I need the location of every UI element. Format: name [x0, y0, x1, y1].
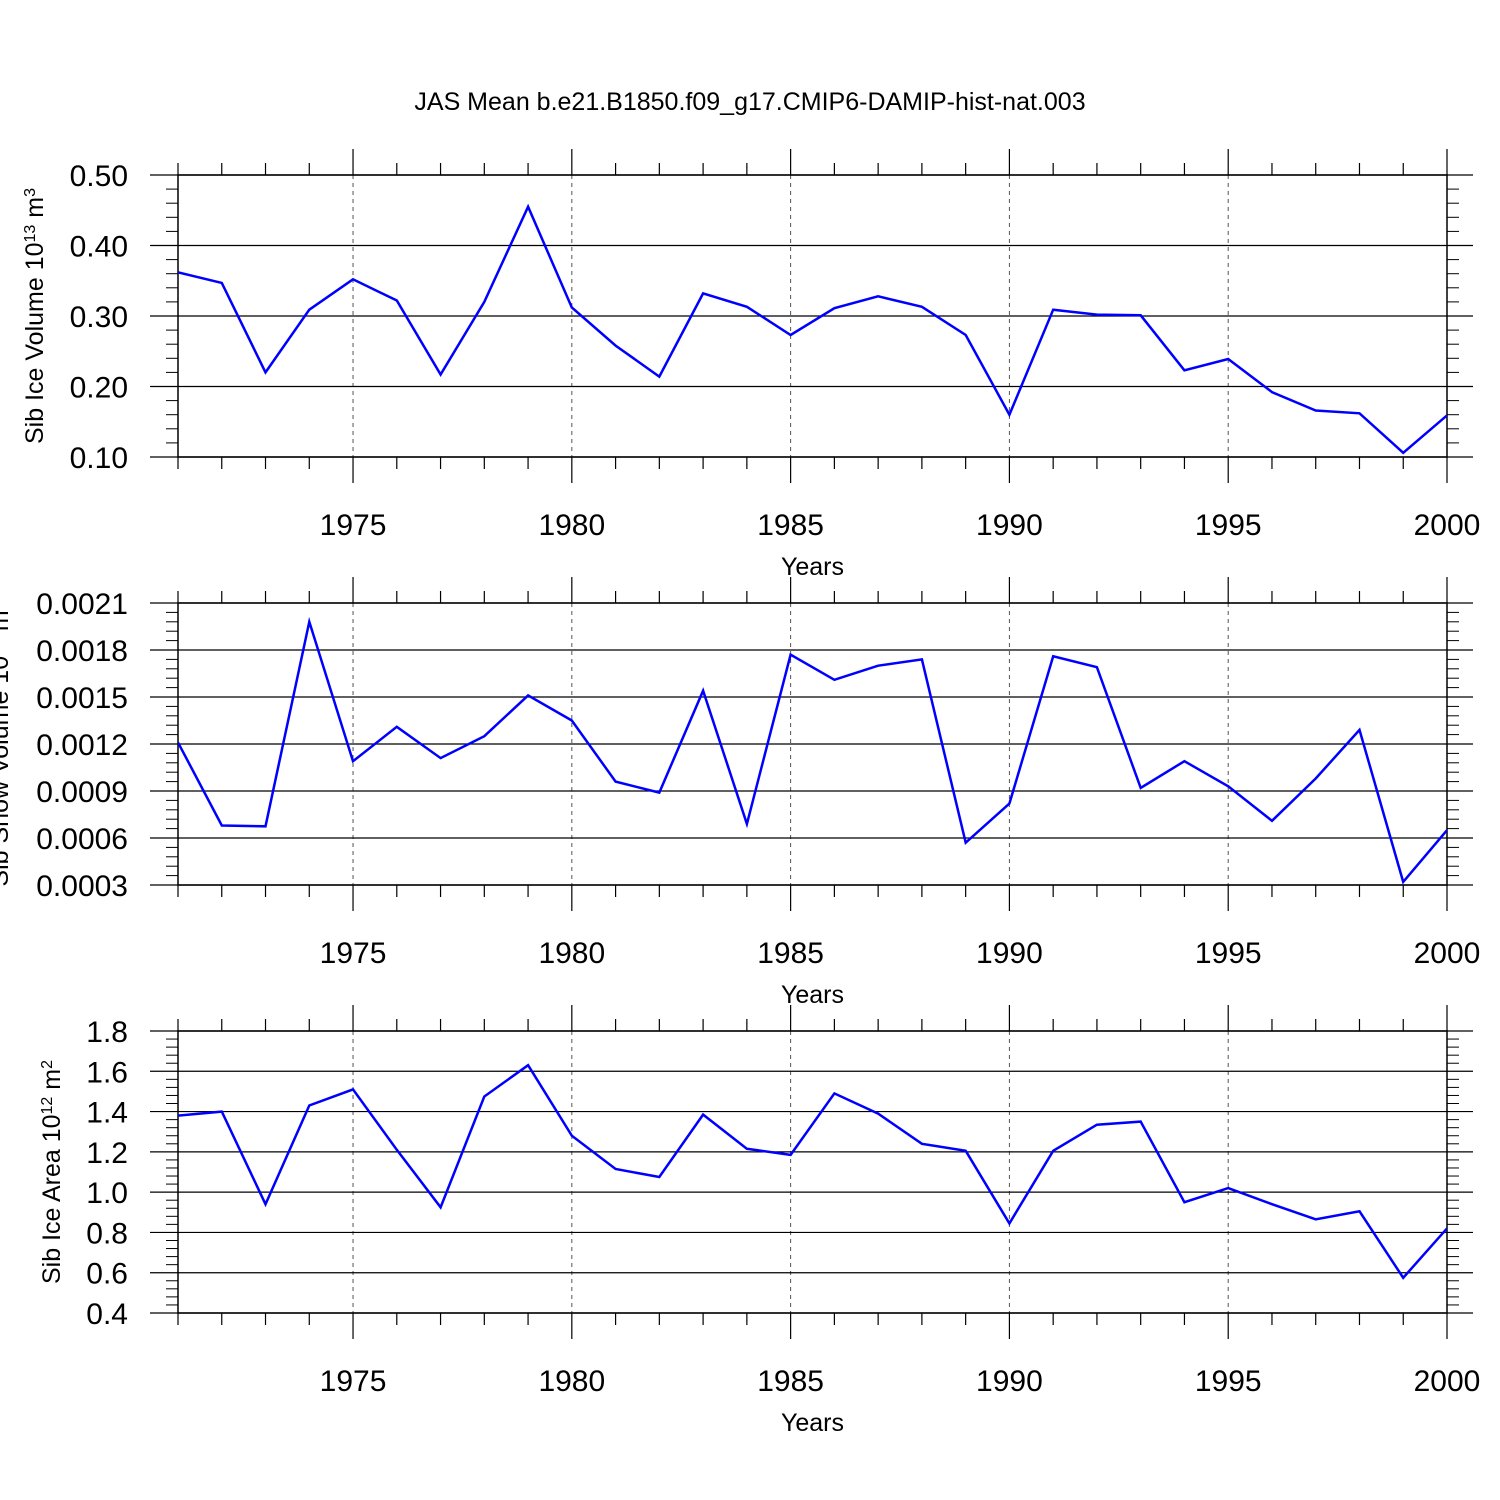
- x-tick-label: 2000: [1414, 1365, 1481, 1398]
- y-tick-label: 0.20: [70, 372, 128, 405]
- y-axis-title-part: Sib Snow Volume 10: [0, 656, 14, 887]
- series-line: [178, 203, 1447, 455]
- y-axis-title-superscript: 3: [22, 188, 39, 197]
- x-axis-title: Years: [781, 1409, 844, 1437]
- y-tick-label: 0.10: [70, 442, 128, 475]
- y-axis-title-superscript: 2: [39, 1060, 56, 1069]
- y-tick-label: 0.8: [86, 1217, 128, 1250]
- x-tick-label: 1990: [976, 937, 1043, 970]
- x-axis-title: Years: [781, 981, 844, 1009]
- x-tick-label: 1985: [757, 1365, 824, 1398]
- plot-frame: [177, 174, 1448, 458]
- x-tick-label: 2000: [1414, 937, 1481, 970]
- x-tick-label: 1980: [538, 937, 605, 970]
- y-axis-title-part: m: [0, 610, 14, 638]
- plot-frame: [177, 1030, 1448, 1314]
- y-axis-title-superscript: 13: [0, 638, 4, 656]
- y-axis-title: Sib Ice Area 1012 m2: [38, 1060, 66, 1284]
- y-axis-title-part: m: [38, 1069, 66, 1097]
- x-tick-label: 1975: [320, 937, 387, 970]
- chart-title: JAS Mean b.e21.B1850.f09_g17.CMIP6-DAMIP…: [414, 88, 1085, 116]
- y-axis-title-part: m: [21, 197, 49, 225]
- series-line: [178, 616, 1447, 885]
- x-tick-label: 1990: [976, 1365, 1043, 1398]
- y-tick-label: 0.0015: [36, 682, 128, 715]
- chart-panel-1: 0.10 0.20 0.30 0.40 0.50 1975 1980 1985 1990 1995…: [21, 149, 1480, 581]
- y-tick-label: 0.0003: [36, 870, 128, 903]
- x-tick-label: 1985: [757, 937, 824, 970]
- y-axis-title-part: Sib Ice Volume 10: [21, 242, 49, 444]
- y-axis-title-superscript: 3: [0, 601, 4, 610]
- y-tick-label: 0.0006: [36, 823, 128, 856]
- x-tick-label: 1995: [1195, 937, 1262, 970]
- x-tick-label: 2000: [1414, 509, 1481, 542]
- y-tick-label: 1.0: [86, 1177, 128, 1210]
- chart-panel-3: 0.4 0.6 0.8 1.0 1.2 1.4 1.6 1.8 1975 1980 1985 1990…: [38, 1005, 1480, 1437]
- y-axis-title-superscript: 12: [39, 1097, 56, 1115]
- y-tick-label: 0.0009: [36, 776, 128, 809]
- y-tick-label: 1.4: [86, 1097, 128, 1130]
- x-tick-label: 1995: [1195, 509, 1262, 542]
- x-axis-title: Years: [781, 553, 844, 581]
- x-tick-label: 1980: [538, 509, 605, 542]
- x-tick-label: 1975: [320, 1365, 387, 1398]
- x-tick-label: 1990: [976, 509, 1043, 542]
- x-tick-label: 1975: [320, 509, 387, 542]
- y-tick-label: 0.30: [70, 301, 128, 334]
- y-tick-label: 0.0021: [36, 588, 128, 621]
- y-axis-title-part: Sib Ice Area 10: [38, 1114, 66, 1284]
- y-tick-label: 0.4: [86, 1298, 128, 1331]
- y-axis-title: Sib Ice Volume 1013 m3: [21, 188, 49, 444]
- y-tick-label: 1.2: [86, 1137, 128, 1170]
- y-tick-label: 0.50: [70, 160, 128, 193]
- y-tick-label: 1.8: [86, 1016, 128, 1049]
- y-tick-label: 0.0012: [36, 729, 128, 762]
- y-axis-title-superscript: 13: [22, 225, 39, 243]
- y-tick-label: 0.40: [70, 231, 128, 264]
- series-line: [178, 1063, 1447, 1280]
- y-axis-title: Sib Snow Volume 1013 m3: [0, 601, 14, 886]
- x-tick-label: 1985: [757, 509, 824, 542]
- y-tick-label: 0.0018: [36, 635, 128, 668]
- y-tick-label: 0.6: [86, 1258, 128, 1291]
- chart-panel-2: 0.0003 0.0006 0.0009 0.0012 0.0015 0.0018 0.00…: [0, 577, 1480, 1009]
- x-tick-label: 1980: [538, 1365, 605, 1398]
- y-tick-label: 1.6: [86, 1056, 128, 1089]
- x-tick-label: 1995: [1195, 1365, 1262, 1398]
